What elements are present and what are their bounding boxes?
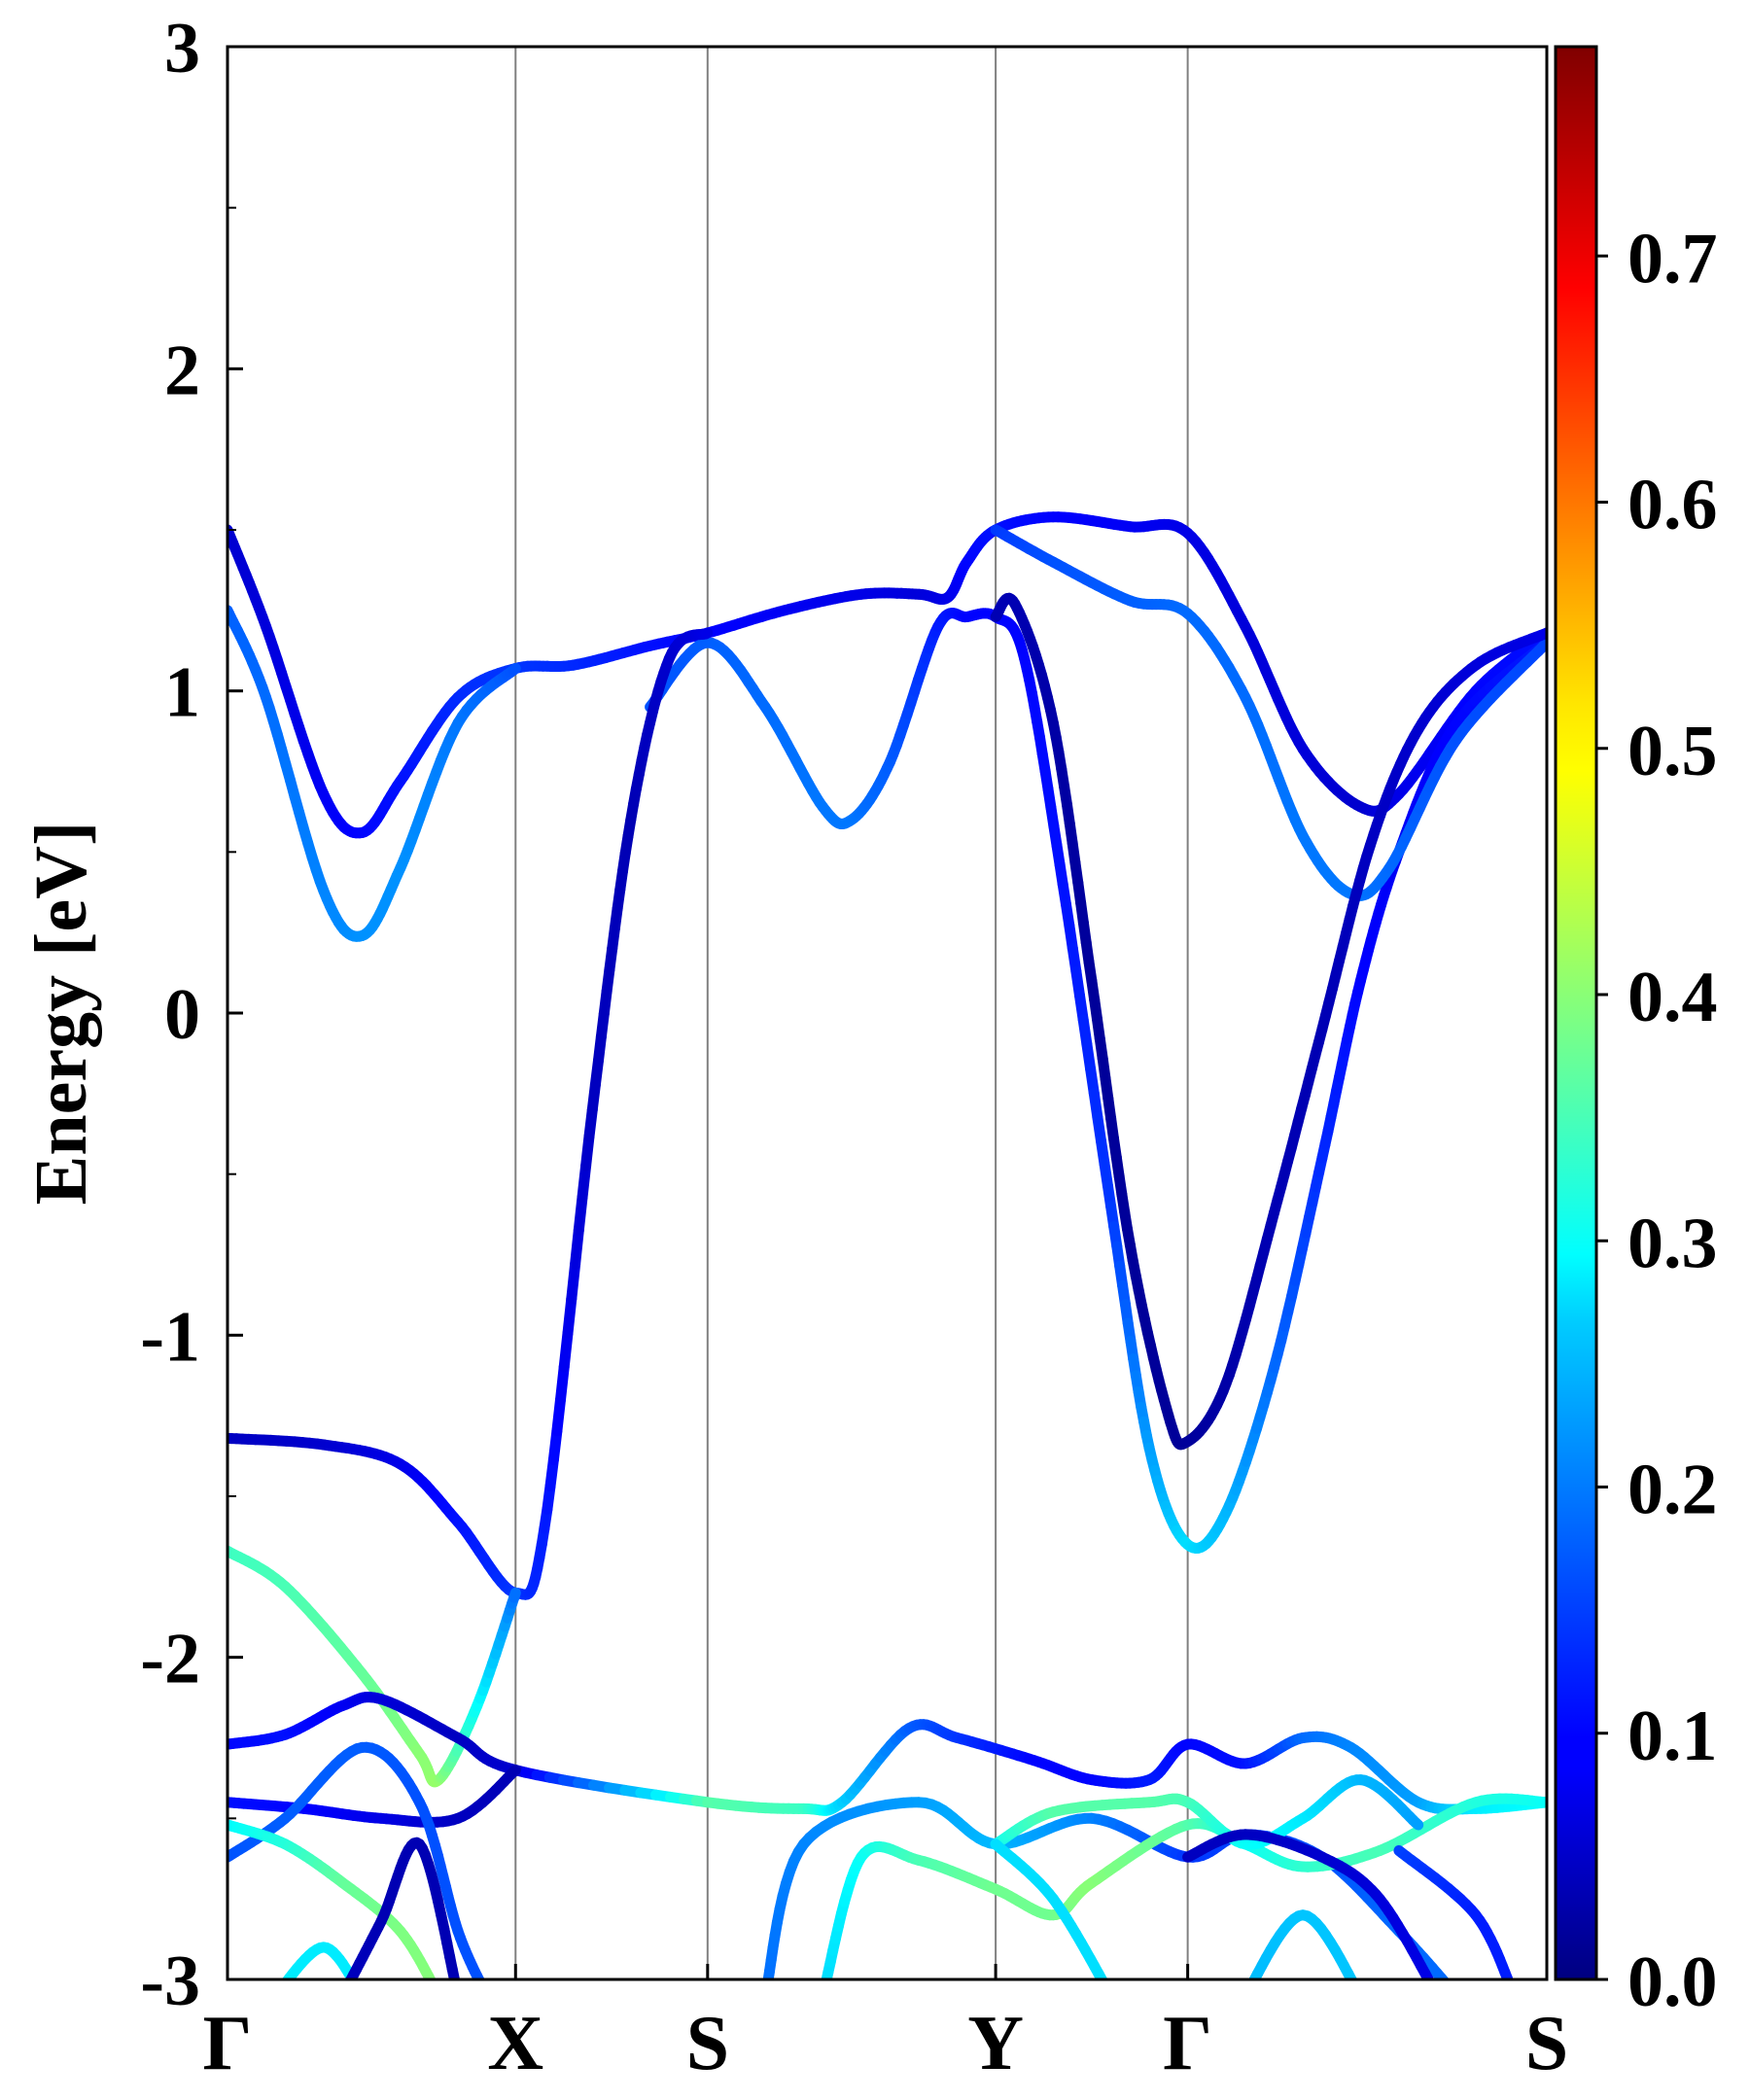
band-series <box>228 1765 521 1828</box>
band-series <box>228 511 1547 839</box>
y-axis-label: Energy [eV] <box>20 822 102 1206</box>
colorbar-tick-label: 0.6 <box>1628 466 1718 545</box>
band-lines <box>228 511 1547 1979</box>
x-tick-label: S <box>686 2001 730 2086</box>
band-series <box>1393 1845 1514 1979</box>
colorbar-tick-label: 0.7 <box>1628 219 1718 298</box>
colorbar-tick-label: 0.0 <box>1628 1942 1718 2022</box>
band-series <box>990 1774 1424 1850</box>
band-series <box>228 627 714 1600</box>
x-tick-label: Y <box>967 2001 1024 2086</box>
y-tick-label: 1 <box>164 653 200 733</box>
band-series <box>281 1942 359 1979</box>
band-series <box>762 1797 1450 1979</box>
x-tick-label: Γ <box>203 2001 253 2086</box>
colorbar-tick-label: 0.1 <box>1628 1697 1718 1776</box>
band-series <box>344 1837 461 1979</box>
colorbar-tick-label: 0.2 <box>1628 1451 1718 1530</box>
colorbar-tick-label: 0.3 <box>1628 1204 1718 1283</box>
band-series <box>228 605 521 942</box>
colorbar-tick-label: 0.4 <box>1628 958 1718 1037</box>
y-tick-label: 0 <box>164 975 200 1055</box>
y-tick-label: -2 <box>140 1620 200 1699</box>
band-series <box>228 1545 521 1788</box>
band-series <box>1182 1829 1435 1979</box>
kpoint-lines <box>514 47 1189 1979</box>
y-tick-label: 2 <box>164 331 200 410</box>
y-tick-label: 3 <box>164 9 200 88</box>
y-axis-ticks: 3 2 1 0 -1 -2 -3 <box>140 9 243 2021</box>
y-tick-label: -1 <box>140 1297 200 1377</box>
x-tick-label: Γ <box>1163 2001 1212 2086</box>
x-tick-label: X <box>487 2001 543 2086</box>
band-series <box>228 1692 1547 1816</box>
band-series <box>990 524 1547 901</box>
colorbar-ticks: 0.0 0.1 0.2 0.3 0.4 0.5 0.6 0.7 <box>1596 219 1718 2022</box>
x-tick-label: S <box>1525 2001 1569 2086</box>
band-series <box>228 1741 485 1979</box>
colorbar <box>1554 45 1598 1981</box>
y-tick-label: -3 <box>140 1942 200 2021</box>
colorbar-tick-label: 0.5 <box>1628 712 1718 791</box>
band-series <box>228 1819 437 1979</box>
band-series <box>990 1838 1108 1979</box>
band-series <box>1248 1909 1358 1979</box>
band-series <box>821 1793 1547 1979</box>
band-series <box>645 608 1547 1554</box>
band-series <box>990 592 1547 1451</box>
